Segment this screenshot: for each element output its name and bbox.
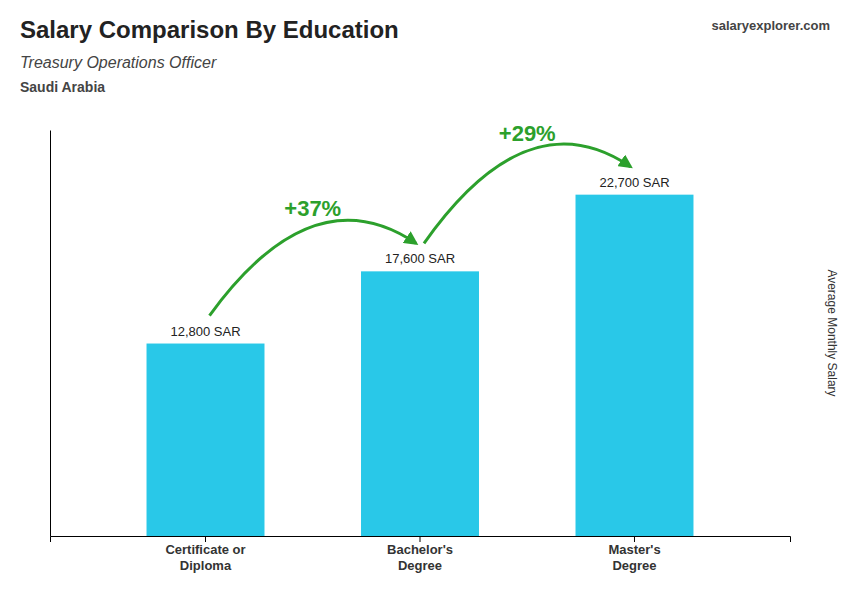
x-tick-mark [205, 536, 206, 542]
x-axis-line [51, 537, 791, 543]
x-tick-label-line: Certificate or [165, 542, 245, 557]
x-tick-label: Master'sDegree [608, 542, 660, 573]
plot-area: Certificate orDiplomaBachelor'sDegreeMas… [51, 121, 791, 573]
x-tick: Certificate orDiploma [165, 536, 245, 573]
growth-label: +29% [499, 121, 556, 146]
title: Salary Comparison By Education [20, 16, 399, 43]
x-tick-mark [420, 536, 421, 542]
bars [147, 195, 694, 536]
growth-arrow [210, 220, 416, 315]
chart-container: Salary Comparison By Education Treasury O… [0, 0, 850, 606]
data-label: 12,800 SAR [170, 324, 240, 339]
bar [147, 344, 265, 536]
subtitle: Treasury Operations Officer [20, 54, 217, 71]
x-tick-label-line: Diploma [180, 558, 232, 573]
x-tick: Master'sDegree [608, 536, 660, 573]
y-axis [50, 131, 51, 537]
source-annotation: salaryexplorer.com [711, 18, 830, 33]
growth-label: +37% [284, 196, 341, 221]
x-tick-label-line: Degree [612, 558, 656, 573]
bar [361, 271, 479, 536]
data-label: 22,700 SAR [599, 175, 669, 190]
x-axis: Certificate orDiplomaBachelor'sDegreeMas… [51, 536, 791, 573]
y-axis-title: Average Monthly Salary [825, 269, 839, 396]
bar [576, 195, 694, 536]
data-label: 17,600 SAR [385, 251, 455, 266]
x-tick-label: Bachelor'sDegree [387, 542, 453, 573]
chart-svg: Salary Comparison By Education Treasury O… [0, 0, 850, 606]
x-tick-label-line: Degree [398, 558, 442, 573]
x-tick-mark [634, 536, 635, 542]
x-tick: Bachelor'sDegree [387, 536, 453, 573]
x-tick-label: Certificate orDiploma [165, 542, 245, 573]
x-tick-label-line: Master's [608, 542, 660, 557]
y-axis-line [50, 131, 51, 537]
growth-arrow [424, 144, 630, 243]
subtitle: Saudi Arabia [20, 79, 105, 95]
x-tick-label-line: Bachelor's [387, 542, 453, 557]
